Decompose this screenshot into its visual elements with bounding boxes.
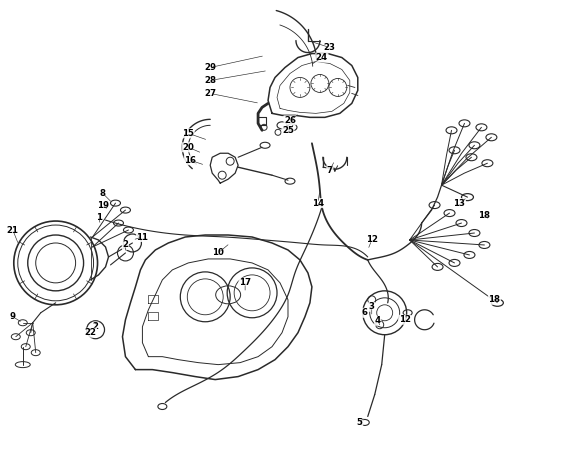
Text: 7: 7 [327,166,333,175]
Text: 10: 10 [212,248,224,257]
Text: 11: 11 [137,232,149,241]
Text: 14: 14 [312,199,324,208]
Text: 27: 27 [204,89,216,98]
Text: 23: 23 [324,43,336,52]
Text: 29: 29 [204,63,216,72]
Text: 18: 18 [479,210,490,219]
Text: 21: 21 [7,226,19,235]
Text: 5: 5 [357,418,362,427]
Text: 8: 8 [100,189,105,198]
Text: 2: 2 [122,240,129,249]
Text: 1: 1 [96,212,101,221]
Text: 9: 9 [10,312,16,321]
Text: 15: 15 [182,129,194,138]
Text: 12: 12 [399,315,411,324]
Text: 2: 2 [93,322,98,331]
Text: 22: 22 [85,328,97,337]
Text: 19: 19 [97,200,109,209]
Text: 25: 25 [282,126,294,135]
Text: 26: 26 [284,116,296,125]
Text: 16: 16 [184,156,196,165]
Text: 12: 12 [366,236,378,245]
Text: 3: 3 [369,302,375,311]
Text: 4: 4 [374,316,381,325]
Text: 13: 13 [453,199,465,208]
Text: 18: 18 [488,295,500,304]
Text: 6: 6 [362,308,368,317]
Text: 28: 28 [204,76,216,85]
Text: 17: 17 [239,278,251,287]
Text: 24: 24 [316,53,328,62]
Text: 20: 20 [182,143,194,152]
